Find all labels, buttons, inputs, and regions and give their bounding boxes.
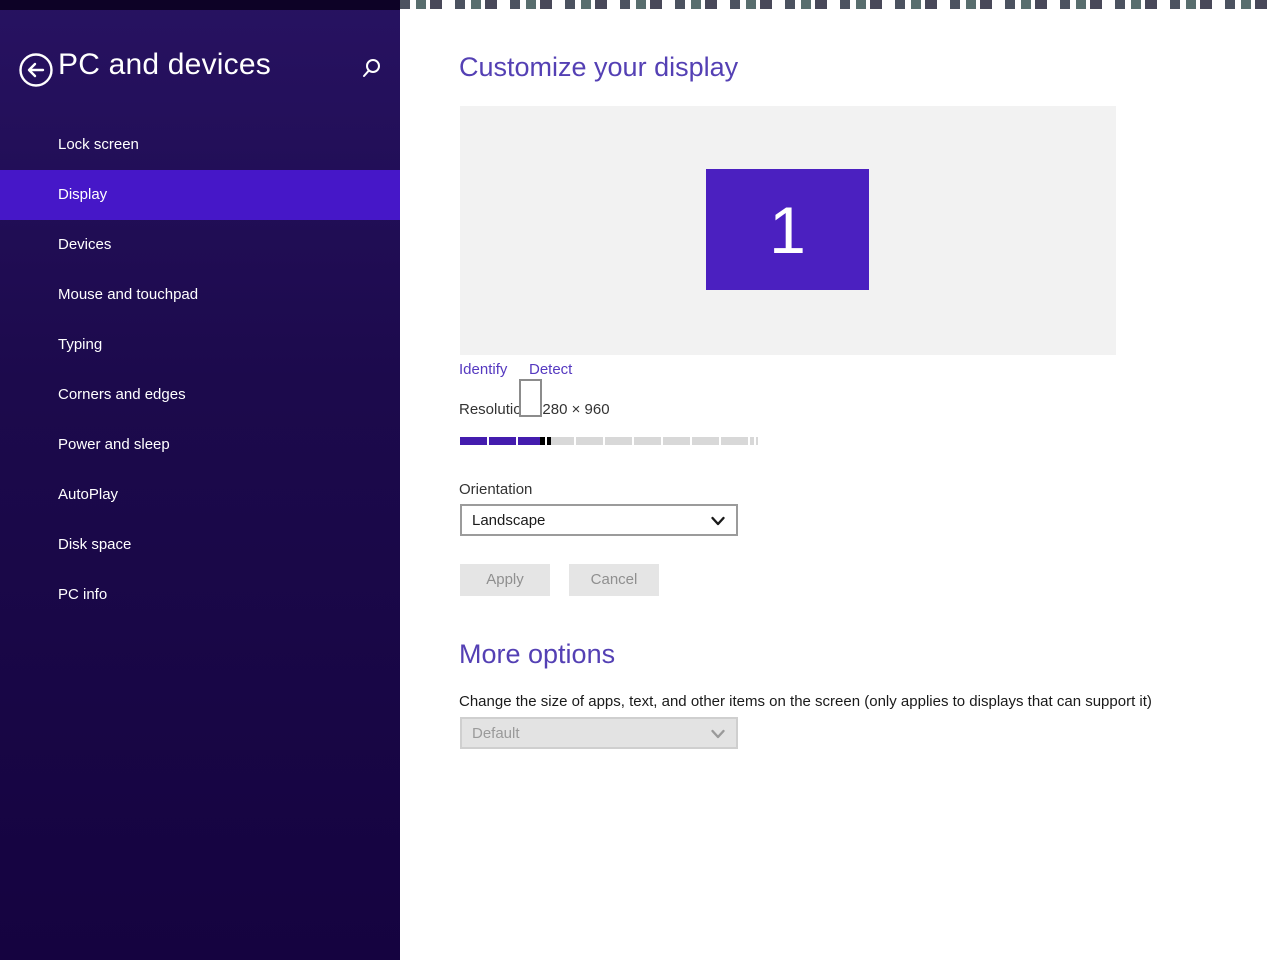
back-arrow-icon bbox=[19, 53, 53, 91]
detect-link[interactable]: Detect bbox=[529, 361, 573, 378]
orientation-dropdown-value: Landscape bbox=[472, 511, 546, 529]
search-icon bbox=[360, 59, 384, 85]
sidebar-item-autoplay[interactable]: AutoPlay bbox=[58, 486, 119, 503]
sidebar-item-pc-info[interactable]: PC info bbox=[58, 586, 108, 603]
sidebar-item-power-sleep[interactable]: Power and sleep bbox=[58, 436, 170, 453]
search-button[interactable] bbox=[360, 57, 384, 81]
sidebar-nav: Lock screen Display Devices Mouse and to… bbox=[0, 120, 400, 620]
identify-link[interactable]: Identify bbox=[459, 361, 508, 378]
resolution-slider[interactable] bbox=[460, 437, 758, 445]
resolution-slider-ticks bbox=[460, 437, 758, 445]
orientation-dropdown[interactable]: Landscape bbox=[460, 504, 738, 536]
sidebar-item-lock-screen[interactable]: Lock screen bbox=[58, 136, 139, 153]
apply-button[interactable]: Apply bbox=[460, 564, 550, 596]
sidebar-header: PC and devices bbox=[0, 44, 400, 99]
more-options-heading: More options bbox=[459, 639, 616, 669]
sidebar-item-display[interactable]: Display bbox=[0, 170, 400, 220]
sidebar-item-mouse-touchpad[interactable]: Mouse and touchpad bbox=[58, 286, 199, 303]
section-heading: Customize your display bbox=[459, 52, 739, 82]
sidebar-item-typing[interactable]: Typing bbox=[58, 336, 103, 353]
chevron-down-icon-disabled bbox=[710, 726, 726, 742]
sidebar-item-corners-edges[interactable]: Corners and edges bbox=[58, 386, 186, 403]
scaling-description: Change the size of apps, text, and other… bbox=[459, 693, 1152, 710]
sidebar-item-disk-space[interactable]: Disk space bbox=[58, 536, 132, 553]
display-links-row: Identify Detect bbox=[459, 361, 572, 378]
display-settings-pane: Customize your display 1 Identify Detect… bbox=[400, 0, 1280, 960]
resolution-slider-end-tick bbox=[754, 437, 756, 445]
sidebar-item-devices[interactable]: Devices bbox=[58, 236, 112, 253]
scaling-dropdown-value: Default bbox=[472, 724, 520, 742]
top-artifact-strip bbox=[400, 0, 1280, 13]
display-preview-panel: 1 bbox=[460, 106, 1116, 355]
settings-sidebar: PC and devices Lock screen Display Devic… bbox=[0, 0, 400, 960]
scaling-dropdown[interactable]: Default bbox=[460, 717, 738, 749]
back-button[interactable] bbox=[19, 53, 53, 87]
page-title: PC and devices bbox=[58, 48, 271, 81]
orientation-label: Orientation bbox=[459, 481, 533, 498]
sidebar-top-shade bbox=[0, 0, 400, 10]
cursor-artifact-box bbox=[519, 379, 542, 417]
chevron-down-icon bbox=[710, 513, 726, 529]
cancel-button[interactable]: Cancel bbox=[569, 564, 659, 596]
monitor-1-tile[interactable]: 1 bbox=[706, 169, 869, 290]
